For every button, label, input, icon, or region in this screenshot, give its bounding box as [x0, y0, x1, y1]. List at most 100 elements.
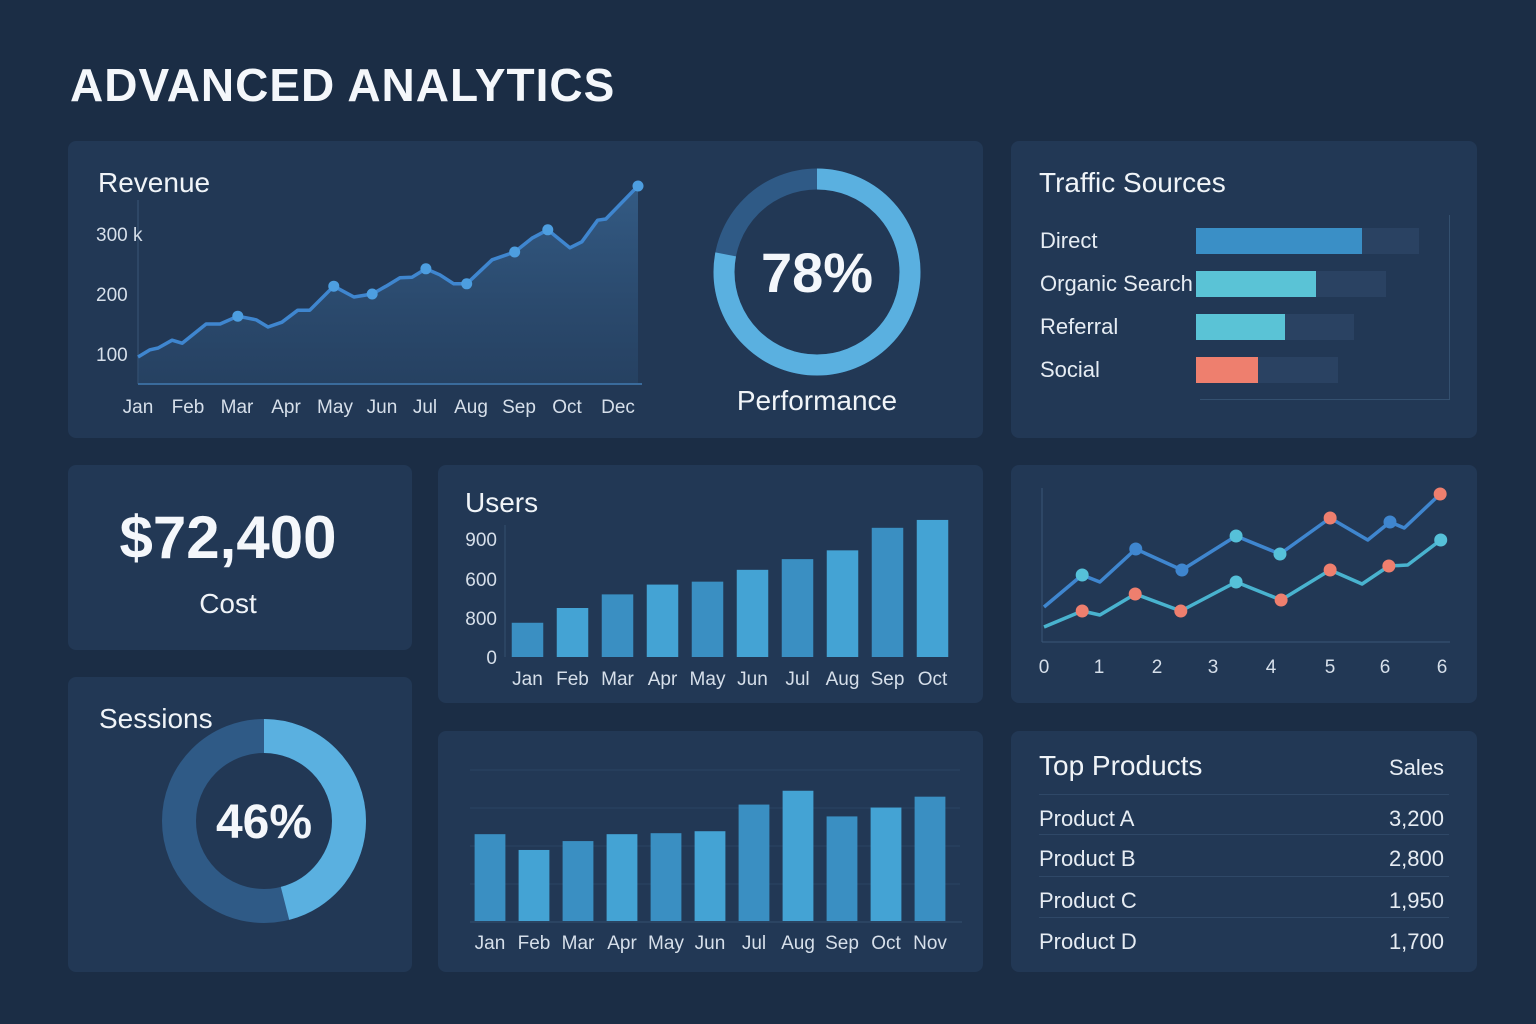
- x-tick-label: Mar: [601, 669, 634, 690]
- x-tick-label: Aug: [781, 933, 815, 954]
- traffic-bar-fill: [1196, 228, 1362, 254]
- bar: [601, 594, 634, 657]
- x-tick-label: 6: [1437, 657, 1448, 678]
- x-tick-label: 4: [1266, 657, 1277, 678]
- x-tick-label: 1: [1094, 657, 1105, 678]
- traffic-label: Social: [1040, 357, 1100, 382]
- bar: [781, 559, 814, 657]
- x-tick-label: Apr: [271, 397, 301, 418]
- bar: [738, 804, 770, 921]
- x-tick-label: Dec: [601, 397, 635, 418]
- y-tick-label: 200: [96, 285, 128, 306]
- series-point: [1323, 563, 1337, 577]
- revenue-point: [509, 246, 521, 258]
- series-point: [1229, 575, 1243, 589]
- traffic-label: Referral: [1040, 314, 1119, 339]
- x-tick-label: Jan: [512, 669, 543, 690]
- bar: [694, 831, 726, 921]
- bar: [871, 527, 904, 657]
- y-tick-label: 100: [96, 345, 128, 366]
- x-tick-label: Feb: [556, 669, 589, 690]
- series-point: [1433, 487, 1447, 501]
- y-tick-label: 900: [465, 530, 497, 551]
- bar: [606, 834, 638, 921]
- x-tick-label: 2: [1152, 657, 1163, 678]
- bar: [650, 833, 682, 921]
- sessions-value: 46%: [215, 796, 313, 849]
- x-tick-label: Sep: [825, 933, 859, 954]
- page-title: ADVANCED ANALYTICS: [70, 59, 616, 111]
- sessions-title: Sessions: [99, 703, 213, 734]
- traffic-bar-fill: [1196, 314, 1285, 340]
- x-tick-label: Apr: [648, 669, 678, 690]
- x-tick-label: 6: [1380, 657, 1391, 678]
- x-tick-label: Jun: [737, 669, 768, 690]
- x-tick-label: Jan: [123, 397, 154, 418]
- y-tick-label: 300 k: [96, 225, 143, 246]
- x-tick-label: Oct: [871, 933, 901, 954]
- traffic-label: Direct: [1040, 228, 1098, 253]
- product-sales: 3,200: [1388, 806, 1444, 831]
- x-tick-label: Jul: [742, 933, 766, 954]
- x-tick-label: Jul: [413, 397, 437, 418]
- product-sales: 1,700: [1388, 929, 1444, 954]
- products-title: Top Products: [1039, 750, 1203, 781]
- bar: [691, 581, 724, 657]
- axis-line: [1449, 215, 1450, 400]
- series-point: [1075, 568, 1089, 582]
- bar: [782, 790, 814, 921]
- series-point: [1129, 542, 1143, 556]
- x-tick-label: May: [690, 669, 726, 690]
- bar: [556, 608, 589, 657]
- x-tick-label: Apr: [607, 933, 637, 954]
- row-divider: [1039, 794, 1449, 795]
- x-tick-label: 5: [1325, 657, 1336, 678]
- sessions-arc: [162, 719, 366, 923]
- x-tick-label: Jun: [367, 397, 398, 418]
- series-point: [1174, 604, 1188, 618]
- cost-value: $72,400: [119, 504, 337, 571]
- bar: [562, 841, 594, 921]
- y-tick-label: 600: [465, 570, 497, 591]
- product-name: Product D: [1039, 929, 1137, 954]
- product-sales: 1,950: [1388, 888, 1444, 913]
- bar: [916, 519, 949, 657]
- revenue-point: [542, 224, 554, 236]
- row-divider: [1039, 876, 1449, 877]
- product-name: Product C: [1039, 888, 1137, 913]
- revenue-point: [328, 280, 340, 292]
- cost-label: Cost: [199, 588, 257, 619]
- product-sales: 2,800: [1388, 846, 1444, 871]
- series-point: [1323, 511, 1337, 525]
- traffic-bar-fill: [1196, 271, 1316, 297]
- x-tick-label: Feb: [518, 933, 551, 954]
- series-point: [1434, 533, 1448, 547]
- series-point: [1075, 604, 1089, 618]
- bar: [511, 622, 544, 657]
- revenue-point: [632, 180, 644, 192]
- row-divider: [1039, 834, 1449, 835]
- series-point: [1274, 593, 1288, 607]
- x-tick-label: Nov: [913, 933, 947, 954]
- series-point: [1273, 547, 1287, 561]
- series-point: [1382, 559, 1396, 573]
- y-tick-label: 800: [465, 609, 497, 630]
- x-tick-label: Jul: [785, 669, 809, 690]
- performance-value: 78%: [760, 241, 874, 304]
- bar: [646, 584, 679, 657]
- bar: [870, 807, 902, 921]
- performance-arc: [713, 168, 921, 376]
- series-point: [1175, 563, 1189, 577]
- x-tick-label: Oct: [918, 669, 948, 690]
- x-tick-label: Feb: [172, 397, 205, 418]
- bar: [826, 816, 858, 921]
- bar: [914, 796, 946, 921]
- bar: [736, 569, 769, 657]
- revenue-point: [420, 263, 432, 275]
